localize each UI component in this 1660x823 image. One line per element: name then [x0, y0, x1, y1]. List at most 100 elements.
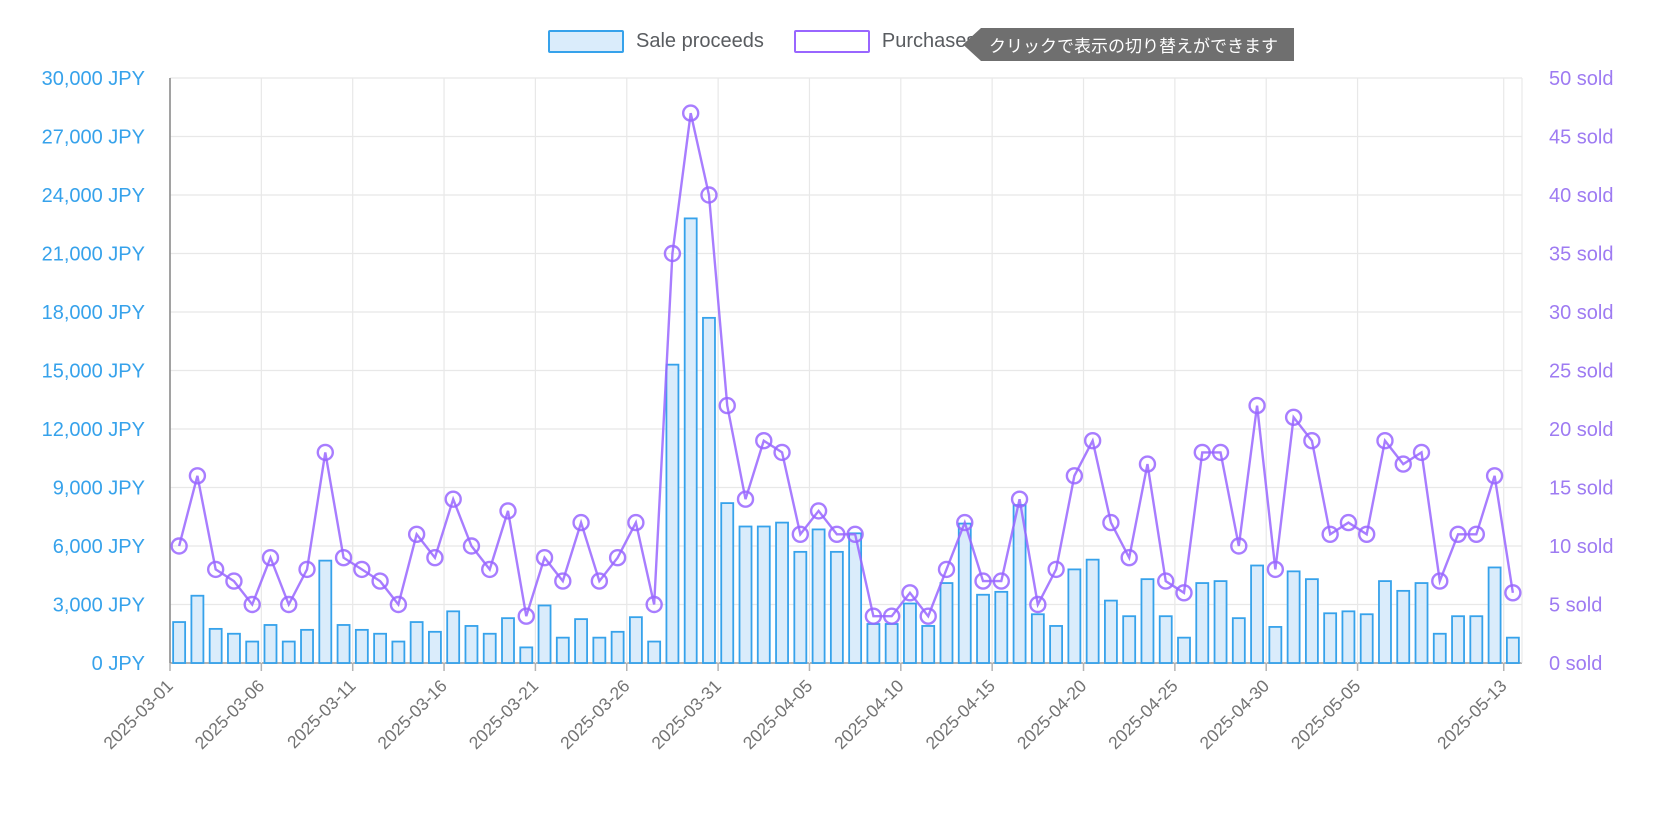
purchases-point[interactable] — [1303, 432, 1321, 450]
legend-item-sale-proceeds[interactable]: Sale proceeds — [548, 30, 764, 53]
legend-item-purchases[interactable]: Purchases — [793, 30, 976, 53]
sale-proceeds-bar[interactable] — [1451, 615, 1465, 664]
sale-proceeds-bar[interactable] — [647, 640, 662, 664]
sale-proceeds-bar[interactable] — [1505, 636, 1520, 664]
purchases-point[interactable] — [1047, 560, 1065, 579]
sale-proceeds-bar[interactable] — [793, 550, 808, 664]
sale-proceeds-bar[interactable] — [720, 502, 735, 664]
purchases-point[interactable] — [1358, 525, 1376, 543]
sale-proceeds-bar[interactable] — [1104, 599, 1118, 664]
sale-proceeds-bar[interactable] — [775, 521, 789, 664]
sale-proceeds-bar[interactable] — [1469, 615, 1484, 664]
sale-proceeds-bar[interactable] — [1049, 625, 1064, 664]
purchases-point[interactable] — [1284, 408, 1303, 426]
purchases-point[interactable] — [828, 525, 846, 543]
sale-proceeds-bar[interactable] — [281, 640, 296, 664]
purchases-point[interactable] — [1175, 584, 1193, 602]
purchases-point[interactable] — [1120, 549, 1138, 567]
purchases-point[interactable] — [1394, 455, 1412, 473]
purchases-point[interactable] — [1266, 560, 1285, 579]
sale-proceeds-bar[interactable] — [1140, 578, 1155, 664]
sale-proceeds-bar[interactable] — [665, 363, 680, 664]
sale-proceeds-bar[interactable] — [683, 217, 698, 664]
purchases-point[interactable] — [444, 490, 462, 508]
sale-proceeds-bar[interactable] — [939, 582, 954, 664]
purchases-point[interactable] — [718, 396, 736, 415]
purchases-point[interactable] — [682, 104, 700, 122]
purchases-point[interactable] — [1376, 432, 1394, 450]
purchases-point[interactable] — [280, 595, 298, 614]
sale-proceeds-bar[interactable] — [263, 624, 278, 664]
purchases-point[interactable] — [882, 607, 901, 625]
sale-proceeds-bar[interactable] — [811, 528, 826, 664]
sale-proceeds-bar[interactable] — [1359, 613, 1374, 664]
purchases-point[interactable] — [316, 443, 334, 462]
purchases-point[interactable] — [371, 572, 389, 590]
sale-proceeds-bar[interactable] — [537, 604, 552, 664]
purchases-point[interactable] — [535, 549, 554, 567]
sale-proceeds-bar[interactable] — [1414, 582, 1429, 664]
purchases-point[interactable] — [1467, 525, 1486, 543]
sale-proceeds-bar[interactable] — [555, 636, 570, 664]
sale-proceeds-bar[interactable] — [373, 632, 388, 664]
purchases-point[interactable] — [627, 513, 645, 532]
purchases-point[interactable] — [1449, 525, 1467, 543]
purchases-point[interactable] — [462, 537, 481, 555]
sale-proceeds-bar[interactable] — [921, 625, 936, 664]
sale-proceeds-bar[interactable] — [1250, 564, 1264, 664]
purchases-point[interactable] — [261, 549, 280, 567]
purchases-point[interactable] — [1485, 467, 1504, 485]
purchases-point[interactable] — [736, 490, 755, 508]
sale-proceeds-bar[interactable] — [994, 590, 1009, 664]
purchases-point[interactable] — [243, 595, 261, 614]
sale-proceeds-bar[interactable] — [354, 628, 369, 664]
purchases-point[interactable] — [773, 443, 791, 462]
purchases-point[interactable] — [1138, 455, 1157, 473]
sale-proceeds-bar[interactable] — [756, 525, 771, 664]
sale-proceeds-bar[interactable] — [1231, 617, 1246, 664]
purchases-point[interactable] — [1102, 513, 1120, 532]
sale-proceeds-bar[interactable] — [1323, 612, 1338, 664]
purchases-point[interactable] — [572, 513, 590, 532]
purchases-point[interactable] — [846, 525, 864, 543]
sale-proceeds-bar[interactable] — [1286, 570, 1301, 664]
sale-proceeds-bar[interactable] — [1158, 615, 1173, 664]
purchases-point[interactable] — [1230, 537, 1248, 555]
purchases-point[interactable] — [298, 560, 316, 579]
sale-proceeds-bar[interactable] — [1030, 613, 1045, 664]
purchases-point[interactable] — [608, 549, 627, 567]
sale-proceeds-bar[interactable] — [1304, 578, 1319, 664]
purchases-point[interactable] — [188, 467, 207, 485]
purchases-point[interactable] — [992, 572, 1010, 590]
sale-proceeds-bar[interactable] — [976, 593, 990, 664]
sale-proceeds-bar[interactable] — [1396, 589, 1411, 664]
sale-proceeds-bar[interactable] — [446, 610, 461, 664]
sale-proceeds-bar[interactable] — [482, 632, 497, 664]
purchases-point[interactable] — [809, 502, 828, 520]
sale-proceeds-bar[interactable] — [866, 623, 881, 664]
sale-proceeds-bar[interactable] — [464, 625, 479, 664]
sale-proceeds-bar[interactable] — [391, 640, 406, 664]
purchases-point[interactable] — [1248, 396, 1266, 415]
sale-proceeds-bar[interactable] — [1085, 558, 1100, 664]
sale-proceeds-bar[interactable] — [428, 630, 442, 664]
sale-proceeds-bar[interactable] — [610, 630, 625, 664]
purchases-point[interactable] — [700, 186, 718, 204]
sale-proceeds-bar[interactable] — [1195, 582, 1210, 664]
sale-proceeds-bar[interactable] — [702, 316, 716, 664]
purchases-point[interactable] — [919, 607, 937, 625]
sale-proceeds-bar[interactable] — [574, 618, 588, 664]
sale-proceeds-bar[interactable] — [172, 621, 187, 664]
purchases-point[interactable] — [864, 607, 883, 625]
purchases-point[interactable] — [590, 572, 609, 590]
sale-proceeds-bar[interactable] — [592, 636, 607, 664]
purchases-point[interactable] — [170, 537, 188, 555]
sale-proceeds-bar[interactable] — [190, 594, 205, 664]
sale-proceeds-bar[interactable] — [336, 624, 351, 664]
sale-proceeds-bar[interactable] — [300, 628, 314, 664]
purchases-point[interactable] — [937, 560, 956, 579]
sale-proceeds-bar[interactable] — [1067, 568, 1082, 664]
purchases-point[interactable] — [407, 525, 426, 543]
purchases-point[interactable] — [1339, 513, 1358, 532]
purchases-point[interactable] — [1029, 595, 1047, 614]
